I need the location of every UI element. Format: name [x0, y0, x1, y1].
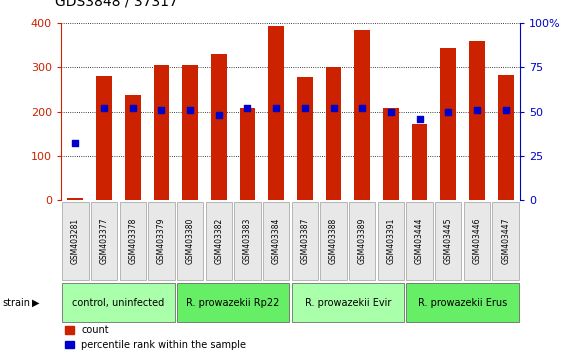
Point	[501, 107, 510, 113]
Bar	[67, 198, 83, 200]
Bar	[440, 48, 456, 200]
Text: GDS3848 / 37317: GDS3848 / 37317	[55, 0, 178, 9]
Text: GSM403446: GSM403446	[472, 217, 482, 264]
Point	[271, 105, 281, 111]
Text: R. prowazekii Evir: R. prowazekii Evir	[304, 298, 391, 308]
Point	[415, 116, 424, 121]
Text: GSM403379: GSM403379	[157, 217, 166, 264]
Point	[329, 105, 338, 111]
Text: GSM403383: GSM403383	[243, 217, 252, 264]
Bar	[412, 124, 428, 200]
Bar	[182, 65, 198, 200]
Bar	[354, 30, 370, 200]
Bar	[297, 77, 313, 200]
Bar	[325, 67, 342, 200]
Point	[128, 105, 137, 111]
Point	[357, 105, 367, 111]
Text: GSM403391: GSM403391	[386, 217, 396, 264]
Bar	[268, 26, 284, 200]
Text: ▶: ▶	[32, 298, 40, 308]
Text: GSM403384: GSM403384	[272, 217, 281, 264]
Text: GSM403444: GSM403444	[415, 217, 424, 264]
Point	[157, 107, 166, 113]
Point	[300, 105, 310, 111]
Text: GSM403281: GSM403281	[71, 218, 80, 264]
Bar	[125, 95, 141, 200]
Text: R. prowazekii Erus: R. prowazekii Erus	[418, 298, 507, 308]
Text: GSM403388: GSM403388	[329, 218, 338, 264]
Bar	[211, 54, 227, 200]
Text: GSM403380: GSM403380	[185, 217, 195, 264]
Text: GSM403382: GSM403382	[214, 218, 223, 264]
Text: GSM403378: GSM403378	[128, 217, 137, 264]
Text: GSM403387: GSM403387	[300, 217, 309, 264]
Point	[472, 107, 482, 113]
Legend: count, percentile rank within the sample: count, percentile rank within the sample	[61, 321, 250, 354]
Point	[185, 107, 195, 113]
Bar	[96, 76, 112, 200]
Point	[243, 105, 252, 111]
Point	[444, 109, 453, 114]
Text: GSM403389: GSM403389	[358, 217, 367, 264]
Bar	[153, 65, 169, 200]
Point	[99, 105, 109, 111]
Text: GSM403377: GSM403377	[99, 217, 109, 264]
Point	[71, 141, 80, 146]
Bar	[498, 75, 514, 200]
Text: R. prowazekii Rp22: R. prowazekii Rp22	[187, 298, 280, 308]
Text: control, uninfected: control, uninfected	[72, 298, 164, 308]
Text: strain: strain	[3, 298, 31, 308]
Text: GSM403447: GSM403447	[501, 217, 510, 264]
Point	[386, 109, 396, 114]
Bar	[239, 108, 256, 200]
Bar	[383, 108, 399, 200]
Text: GSM403445: GSM403445	[444, 217, 453, 264]
Point	[214, 112, 224, 118]
Bar	[469, 41, 485, 200]
